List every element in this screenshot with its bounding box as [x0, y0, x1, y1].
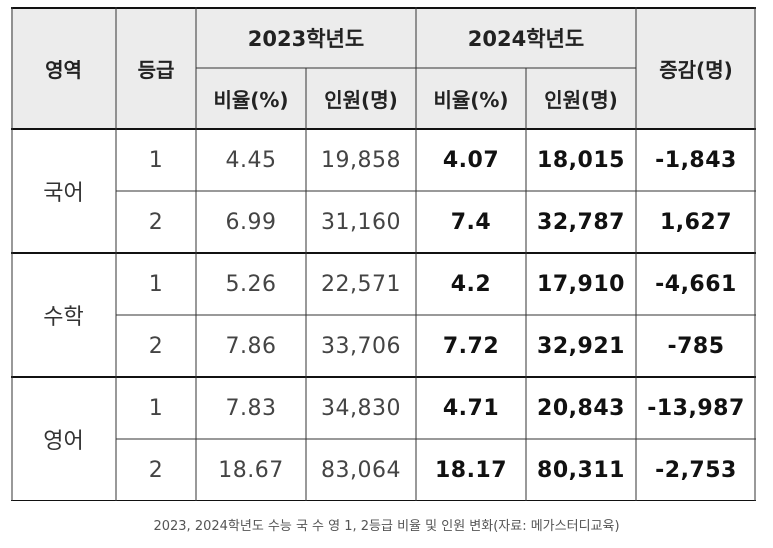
- people-2023-cell: 34,830: [321, 395, 401, 421]
- header-area: 영역: [45, 57, 82, 82]
- grade-cell: 2: [148, 457, 164, 483]
- header-ratio-2024: 비율(%): [433, 88, 509, 112]
- grade-cell: 1: [148, 271, 164, 297]
- table-caption: 2023, 2024학년도 수능 국 수 영 1, 2등급 비율 및 인원 변화…: [153, 519, 620, 534]
- change-cell: -4,661: [655, 271, 737, 297]
- people-2023-cell: 83,064: [321, 457, 401, 483]
- header-people-2023: 인원(명): [324, 88, 398, 112]
- header-ratio-2023: 비율(%): [213, 88, 289, 112]
- people-2024-cell: 32,787: [537, 209, 625, 235]
- ratio-2024-cell: 7.72: [442, 333, 500, 359]
- people-2023-cell: 31,160: [321, 209, 401, 235]
- ratio-2023-cell: 7.83: [225, 395, 277, 421]
- ratio-2023-cell: 6.99: [225, 209, 277, 235]
- subject-cell: 영어: [43, 429, 84, 454]
- subject-cell: 수학: [43, 305, 84, 330]
- grade-cell: 1: [148, 147, 164, 173]
- grade-cell: 2: [148, 333, 164, 359]
- change-cell: -785: [667, 333, 725, 359]
- people-2024-cell: 20,843: [537, 395, 625, 421]
- people-2024-cell: 18,015: [537, 147, 625, 173]
- header-grade: 등급: [137, 57, 175, 82]
- ratio-2023-cell: 7.86: [225, 333, 277, 359]
- change-cell: -1,843: [655, 147, 737, 173]
- ratio-2024-cell: 4.2: [450, 271, 492, 297]
- people-2024-cell: 17,910: [537, 271, 625, 297]
- ratio-2023-cell: 18.67: [218, 457, 284, 483]
- people-2024-cell: 80,311: [537, 457, 625, 483]
- change-cell: -13,987: [647, 395, 745, 421]
- grade-cell: 1: [148, 395, 164, 421]
- ratio-2024-cell: 4.71: [442, 395, 500, 421]
- table-lines: [11, 7, 756, 501]
- people-2024-cell: 32,921: [537, 333, 625, 359]
- people-2023-cell: 22,571: [321, 271, 401, 297]
- ratio-2024-cell: 7.4: [450, 209, 492, 235]
- change-cell: 1,627: [659, 209, 733, 235]
- ratio-2023-cell: 4.45: [225, 147, 277, 173]
- grade-cell: 2: [148, 209, 164, 235]
- people-2023-cell: 19,858: [321, 147, 401, 173]
- header-change: 증감(명): [659, 57, 733, 82]
- people-2023-cell: 33,706: [321, 333, 401, 359]
- change-cell: -2,753: [655, 457, 737, 483]
- header-2024: 2024학년도: [467, 26, 585, 51]
- ratio-2024-cell: 4.07: [442, 147, 500, 173]
- ratio-2024-cell: 18.17: [434, 457, 508, 483]
- header-people-2024: 인원(명): [544, 88, 618, 112]
- ratio-2023-cell: 5.26: [225, 271, 277, 297]
- header-2023: 2023학년도: [247, 26, 365, 51]
- subject-cell: 국어: [43, 181, 84, 206]
